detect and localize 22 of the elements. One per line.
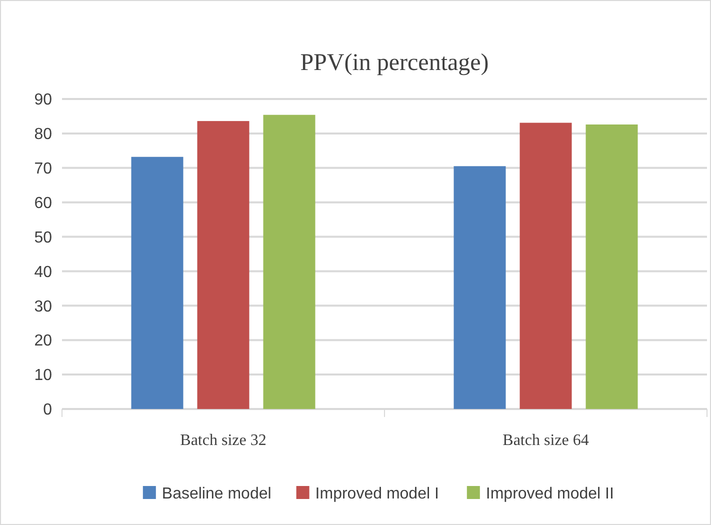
y-tick-label: 20 bbox=[34, 332, 52, 350]
x-tick-label: Batch size 64 bbox=[502, 432, 589, 449]
legend-label: Improved model I bbox=[315, 486, 439, 503]
bar bbox=[586, 124, 638, 409]
bar bbox=[520, 122, 572, 409]
x-tick-label: Batch size 32 bbox=[180, 432, 266, 449]
y-tick-label: 40 bbox=[34, 264, 52, 281]
bar bbox=[454, 166, 506, 409]
bar bbox=[263, 114, 316, 409]
y-tick-label: 10 bbox=[34, 367, 52, 384]
legend-label: Improved model II bbox=[486, 486, 614, 503]
y-tick-label: 80 bbox=[34, 126, 52, 144]
y-tick-label: 50 bbox=[34, 229, 52, 246]
legend-label: Baseline model bbox=[162, 486, 272, 503]
bar bbox=[131, 156, 184, 409]
chart-title: PPV(in percentage) bbox=[300, 50, 489, 76]
y-tick-label: 90 bbox=[34, 92, 52, 109]
y-tick-label: 0 bbox=[43, 402, 52, 419]
y-tick-label: 60 bbox=[34, 194, 52, 212]
y-tick-label: 30 bbox=[34, 298, 52, 316]
y-tick-label: 70 bbox=[34, 160, 52, 178]
bar bbox=[197, 121, 250, 409]
